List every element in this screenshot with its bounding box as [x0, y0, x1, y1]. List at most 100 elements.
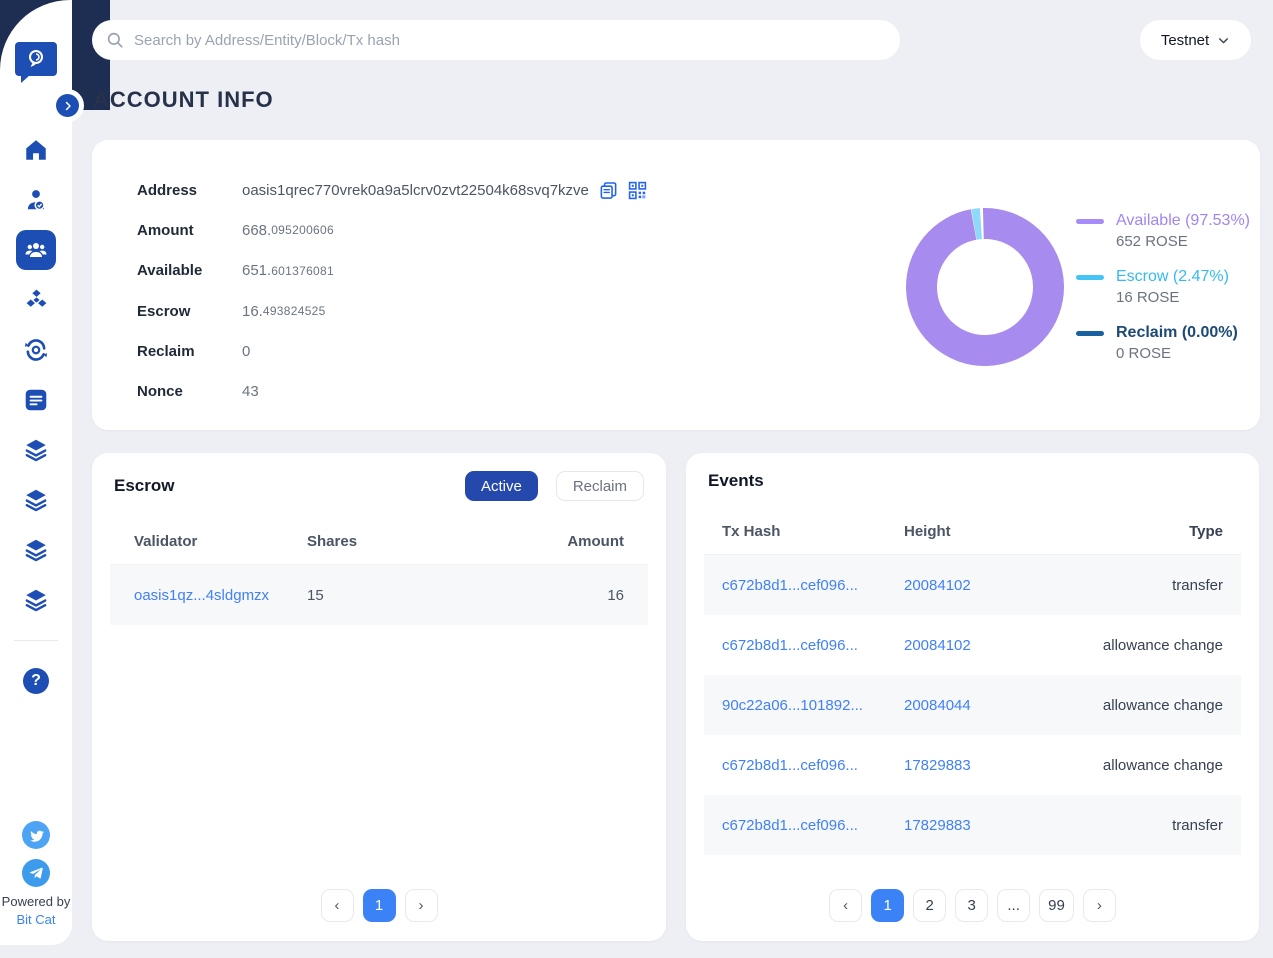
transactions-refresh-icon	[24, 339, 48, 361]
page-title: ACCOUNT INFO	[93, 87, 274, 112]
legend-escrow: Escrow (2.47%) 16 ROSE	[1076, 268, 1250, 306]
escrow-table: Validator Shares Amount oasis1qz...4sldg…	[110, 519, 648, 625]
legend-available-value: 652 ROSE	[1116, 233, 1188, 250]
height-link[interactable]: 17829883	[904, 756, 971, 774]
escrow-tabs: Active Reclaim	[464, 471, 644, 501]
powered-by-label: Powered by	[1, 894, 71, 909]
search-bar[interactable]	[92, 20, 900, 60]
height-link[interactable]: 20084102	[904, 576, 971, 594]
accounts-group-icon	[25, 243, 47, 257]
sidebar-item-validators[interactable]	[0, 187, 72, 213]
events-panel-title: Events	[708, 471, 764, 490]
page-button-2[interactable]: 2	[913, 889, 947, 922]
oasis-scan-logo[interactable]	[15, 42, 57, 83]
chart-legend: Available (97.53%) 652 ROSE Escrow (2.47…	[1076, 212, 1250, 380]
qr-code-icon[interactable]	[628, 181, 647, 200]
network-selector-value: Testnet	[1160, 31, 1210, 49]
search-input[interactable]	[134, 31, 886, 49]
next-page-button[interactable]: ›	[404, 889, 438, 922]
tab-reclaim[interactable]: Reclaim	[555, 471, 644, 501]
network-selector[interactable]: Testnet	[1140, 20, 1251, 60]
layers-icon	[25, 539, 47, 562]
next-page-button[interactable]: ›	[1082, 889, 1116, 922]
events-pagination: ‹ 1 2 3 ... 99 ›	[686, 889, 1259, 922]
col-tx-hash: Tx Hash	[722, 523, 781, 540]
available-dec: 601376081	[271, 263, 334, 278]
page-button-3[interactable]: 3	[955, 889, 989, 922]
layers-icon	[25, 589, 47, 612]
tx-hash-link[interactable]: c672b8d1...cef096...	[722, 756, 858, 774]
sidebar-item-paratime-4[interactable]	[0, 587, 72, 613]
magnifier-logo-icon	[29, 50, 43, 67]
height-link[interactable]: 20084044	[904, 696, 971, 714]
available-int: 651.	[242, 262, 272, 280]
page-button-99[interactable]: 99	[1039, 889, 1074, 922]
tx-hash-link[interactable]: c672b8d1...cef096...	[722, 816, 858, 834]
amount-int: 668.	[242, 221, 272, 239]
search-icon	[107, 32, 123, 48]
chevron-left-icon: ‹	[843, 897, 849, 914]
reclaim-label: Reclaim	[137, 342, 195, 360]
event-type: transfer	[1172, 576, 1223, 594]
field-row-available: Available 651. 601376081	[137, 251, 647, 291]
event-row: c672b8d1...cef096... 17829883 transfer	[704, 795, 1241, 855]
events-table: Tx Hash Height Type c672b8d1...cef096...…	[704, 509, 1241, 855]
sidebar-item-paratime-2[interactable]	[0, 487, 72, 513]
sidebar-divider	[14, 640, 58, 641]
available-label: Available	[137, 262, 203, 280]
tx-hash-link[interactable]: 90c22a06...101892...	[722, 696, 863, 714]
tx-hash-link[interactable]: c672b8d1...cef096...	[722, 636, 858, 654]
twitter-icon[interactable]	[22, 821, 50, 849]
tx-hash-link[interactable]: c672b8d1...cef096...	[722, 576, 858, 594]
events-panel: Events Tx Hash Height Type c672b8d1...ce…	[686, 453, 1259, 941]
document-icon	[25, 389, 47, 411]
home-icon	[26, 140, 46, 160]
layers-icon	[25, 489, 47, 512]
height-link[interactable]: 20084102	[904, 636, 971, 654]
col-type: Type	[1189, 523, 1223, 540]
sidebar-item-blocks[interactable]	[0, 288, 72, 313]
escrow-dec: 493824525	[262, 304, 326, 319]
nonce-value: 43	[242, 383, 259, 401]
legend-available-label: Available (97.53%)	[1116, 212, 1251, 229]
account-fields: Address oasis1qrec770vrek0a9a5lcrv0zvt22…	[137, 170, 647, 412]
event-type: allowance change	[1102, 636, 1223, 654]
sidebar-collapse-button[interactable]	[56, 94, 79, 117]
field-row-nonce: Nonce 43	[137, 371, 647, 411]
height-link[interactable]: 17829883	[904, 816, 971, 834]
legend-escrow-label: Escrow (2.47%)	[1116, 268, 1229, 285]
sidebar-item-accounts[interactable]	[16, 230, 56, 270]
prev-page-button[interactable]: ‹	[320, 889, 354, 922]
page-button-1[interactable]: 1	[871, 889, 905, 922]
bitcat-link[interactable]: Bit Cat	[16, 912, 56, 927]
copy-icon[interactable]	[599, 181, 618, 200]
legend-available: Available (97.53%) 652 ROSE	[1076, 212, 1250, 250]
event-type: allowance change	[1102, 756, 1223, 774]
validator-link[interactable]: oasis1qz...4sldgmzx	[134, 586, 270, 604]
sidebar-item-proposals[interactable]	[0, 387, 72, 413]
page-button-ellipsis[interactable]: ...	[997, 889, 1031, 922]
validator-person-icon	[27, 190, 45, 211]
nonce-label: Nonce	[137, 383, 183, 401]
sidebar-item-transactions[interactable]	[0, 337, 72, 363]
telegram-icon[interactable]	[22, 859, 50, 887]
telegram-plane-icon	[29, 867, 43, 878]
prev-page-button[interactable]: ‹	[829, 889, 863, 922]
page-button-1[interactable]: 1	[362, 889, 396, 922]
help-icon[interactable]	[23, 668, 49, 694]
sidebar-item-paratime-3[interactable]	[0, 537, 72, 563]
legend-reclaim: Reclaim (0.00%) 0 ROSE	[1076, 324, 1250, 362]
sidebar-item-paratime-1[interactable]	[0, 437, 72, 463]
event-type: transfer	[1172, 816, 1223, 834]
chevron-left-icon: ‹	[334, 897, 340, 914]
field-row-address: Address oasis1qrec770vrek0a9a5lcrv0zvt22…	[137, 170, 647, 210]
legend-reclaim-dash	[1076, 330, 1104, 336]
events-table-header: Tx Hash Height Type	[704, 509, 1241, 555]
twitter-bird-icon	[29, 830, 44, 842]
blocks-cubes-icon	[26, 289, 46, 307]
amount-dec: 095200606	[271, 223, 334, 238]
legend-reclaim-value: 0 ROSE	[1116, 345, 1172, 362]
amount-label: Amount	[137, 221, 194, 239]
sidebar-item-home[interactable]	[0, 137, 72, 163]
tab-active[interactable]: Active	[464, 471, 538, 501]
